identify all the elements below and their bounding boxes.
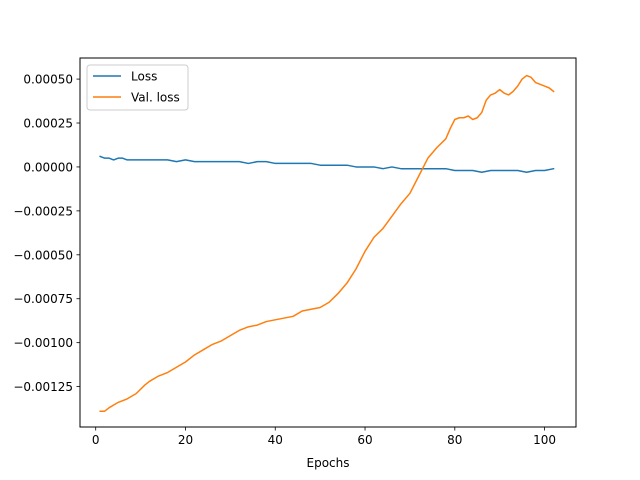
y-tick-label: −0.00100 bbox=[13, 336, 73, 350]
y-tick-label: −0.00125 bbox=[13, 380, 73, 394]
axes-frame bbox=[79, 57, 577, 428]
x-tick-label: 0 bbox=[92, 433, 100, 447]
y-axis: 0.00050 0.00025 0.00000 −0.00025 −0.00050 −0.… bbox=[13, 73, 80, 394]
series-line-val-loss bbox=[99, 74, 555, 412]
y-tick-label: 0.00000 bbox=[23, 160, 73, 174]
y-tick-label: 0.00025 bbox=[23, 117, 73, 131]
y-tick-label: −0.00025 bbox=[13, 204, 73, 218]
legend-label: Val. loss bbox=[131, 91, 180, 105]
x-tick-label: 80 bbox=[447, 433, 462, 447]
axes-background bbox=[80, 58, 576, 427]
x-tick-label: 60 bbox=[357, 433, 372, 447]
x-tick-label: 100 bbox=[533, 433, 556, 447]
y-tick-label: 0.00050 bbox=[23, 73, 73, 87]
legend: Loss Val. loss bbox=[86, 64, 189, 111]
series-line-loss bbox=[99, 155, 555, 173]
series-layer bbox=[99, 74, 555, 412]
y-tick-label: −0.00075 bbox=[13, 292, 73, 306]
plot-area bbox=[79, 57, 577, 428]
x-axis: 0 20 40 60 80 100 bbox=[92, 427, 556, 447]
legend-label: Loss bbox=[131, 70, 157, 84]
x-axis-label: Epochs bbox=[307, 456, 350, 470]
x-tick-label: 40 bbox=[268, 433, 283, 447]
y-tick-label: −0.00050 bbox=[13, 248, 73, 262]
x-tick-label: 20 bbox=[178, 433, 193, 447]
